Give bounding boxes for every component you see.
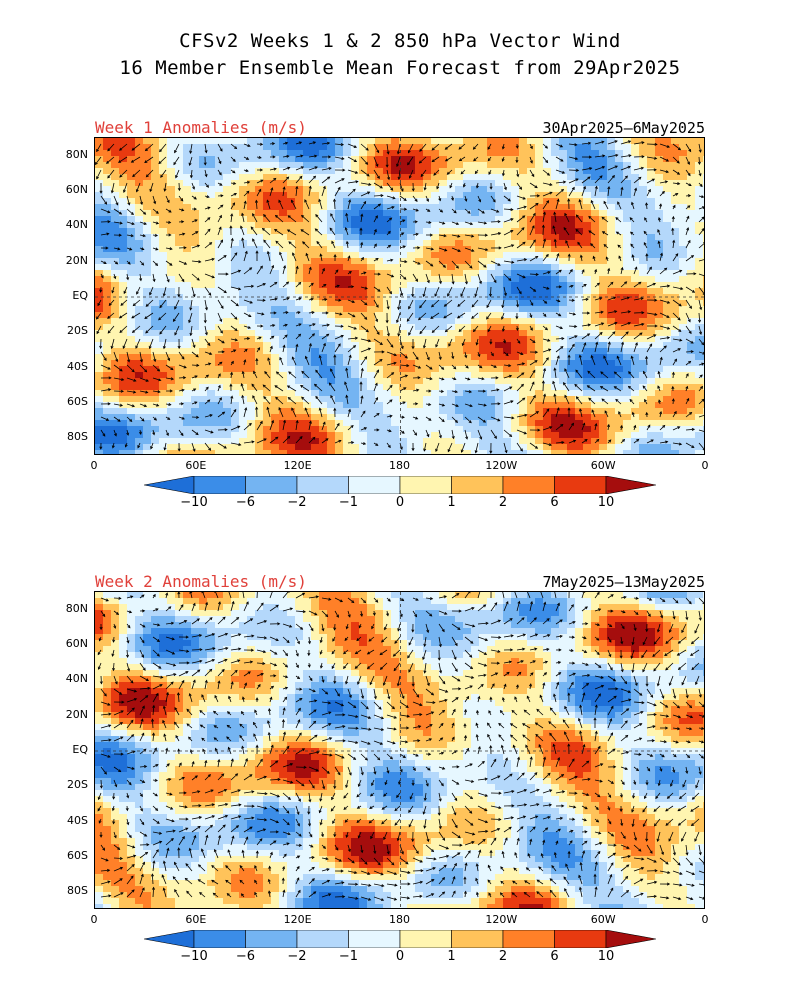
- colorbar-segment: [348, 929, 401, 949]
- colorbar-high-arrow: [605, 929, 657, 949]
- lat-tick-label: 60N: [65, 637, 88, 650]
- colorbar-tick-label: −1: [338, 495, 359, 510]
- lon-tick-label: 120E: [283, 459, 312, 472]
- lat-tick-label: 20S: [67, 324, 88, 338]
- lon-tick-label: 0: [701, 913, 709, 926]
- week2-anomaly-map: [94, 591, 705, 909]
- lat-tick-label: 40S: [67, 359, 88, 373]
- lon-tick-label: 120W: [485, 459, 518, 472]
- panel1-date-range: 30Apr2025–6May2025: [542, 119, 705, 137]
- lat-tick-label: 60S: [67, 395, 88, 408]
- colorbar-segment: [348, 475, 401, 495]
- colorbar-tick-label: −10: [180, 495, 208, 510]
- lat-tick-label: 20N: [65, 707, 88, 721]
- lat-tick-label: 80S: [67, 430, 88, 444]
- lon-tick-label: 0: [90, 913, 98, 926]
- lat-tick-label: 80N: [65, 601, 88, 615]
- panel1-title: Week 1 Anomalies (m/s): [95, 118, 307, 137]
- colorbar-low-arrow: [143, 475, 195, 495]
- lon-tick-label: 120E: [283, 913, 312, 926]
- colorbar-segment: [554, 929, 607, 949]
- lat-tick-label: 20S: [67, 778, 88, 792]
- anomaly-field: [95, 592, 704, 908]
- colorbar-tick-label: 1: [447, 949, 456, 964]
- colorbar-tick-label: −2: [287, 495, 307, 510]
- lon-tick-label: 0: [701, 459, 709, 472]
- panel2-date-range: 7May2025–13May2025: [542, 573, 705, 591]
- colorbar-tick-label: −6: [235, 949, 256, 964]
- colorbar-segment: [245, 929, 298, 949]
- colorbar-segment: [296, 929, 349, 949]
- colorbar-tick-label: −6: [235, 495, 256, 510]
- panel1-colorbar: [143, 475, 657, 495]
- lat-tick-label: EQ: [72, 289, 88, 302]
- colorbar-tick-label: 6: [550, 495, 559, 510]
- colorbar-high-arrow: [605, 475, 657, 495]
- colorbar-segment: [193, 929, 246, 949]
- panel2-title: Week 2 Anomalies (m/s): [95, 572, 307, 591]
- chart-title: CFSv2 Weeks 1 & 2 850 hPa Vector Wind: [179, 30, 621, 52]
- lon-tick-label: 60E: [185, 913, 207, 926]
- colorbar-low-arrow: [143, 929, 195, 949]
- lon-tick-label: 60E: [185, 459, 207, 472]
- lat-tick-label: 60N: [65, 183, 88, 196]
- anomaly-field: [95, 138, 704, 454]
- colorbar-segment: [554, 475, 607, 495]
- colorbar-segment: [451, 929, 504, 949]
- colorbar-segment: [399, 475, 452, 495]
- chart-subtitle: 16 Member Ensemble Mean Forecast from 29…: [119, 57, 681, 79]
- lon-tick-label: 120W: [485, 913, 518, 926]
- colorbar-tick-label: −10: [180, 949, 208, 964]
- colorbar-segment: [399, 929, 452, 949]
- colorbar-tick-label: 10: [597, 495, 615, 510]
- wind-vectors: [97, 592, 704, 902]
- colorbar-tick-label: 10: [597, 949, 615, 964]
- colorbar-segment: [296, 475, 349, 495]
- colorbar-tick-label: 6: [550, 949, 559, 964]
- colorbar-segment: [502, 475, 555, 495]
- lat-tick-label: 80S: [67, 884, 88, 898]
- lat-tick-label: 60S: [67, 849, 88, 862]
- lon-tick-label: 180: [389, 459, 410, 472]
- panel2-colorbar: [143, 929, 657, 949]
- colorbar-tick-label: 0: [395, 949, 405, 964]
- colorbar-tick-label: 2: [498, 949, 508, 964]
- colorbar-tick-label: 0: [395, 495, 405, 510]
- colorbar-tick-label: 1: [447, 495, 456, 510]
- lat-tick-label: 40N: [65, 672, 88, 686]
- colorbar-segment: [451, 475, 504, 495]
- lat-tick-label: EQ: [72, 743, 88, 756]
- colorbar-tick-label: −1: [338, 949, 359, 964]
- lon-tick-label: 60W: [590, 913, 616, 926]
- lon-tick-label: 60W: [590, 459, 616, 472]
- colorbar-tick-label: 2: [498, 495, 508, 510]
- lat-tick-label: 80N: [65, 147, 88, 161]
- colorbar-segment: [193, 475, 246, 495]
- colorbar-tick-label: −2: [287, 949, 307, 964]
- lat-tick-label: 40S: [67, 813, 88, 827]
- lat-tick-label: 40N: [65, 218, 88, 232]
- colorbar-segment: [245, 475, 298, 495]
- week1-anomaly-map: [94, 137, 705, 455]
- wind-vectors: [95, 140, 704, 454]
- lon-tick-label: 180: [389, 913, 410, 926]
- shaded-anomaly-cells: [95, 138, 704, 454]
- lat-tick-label: 20N: [65, 253, 88, 267]
- lon-tick-label: 0: [90, 459, 98, 472]
- colorbar-segment: [502, 929, 555, 949]
